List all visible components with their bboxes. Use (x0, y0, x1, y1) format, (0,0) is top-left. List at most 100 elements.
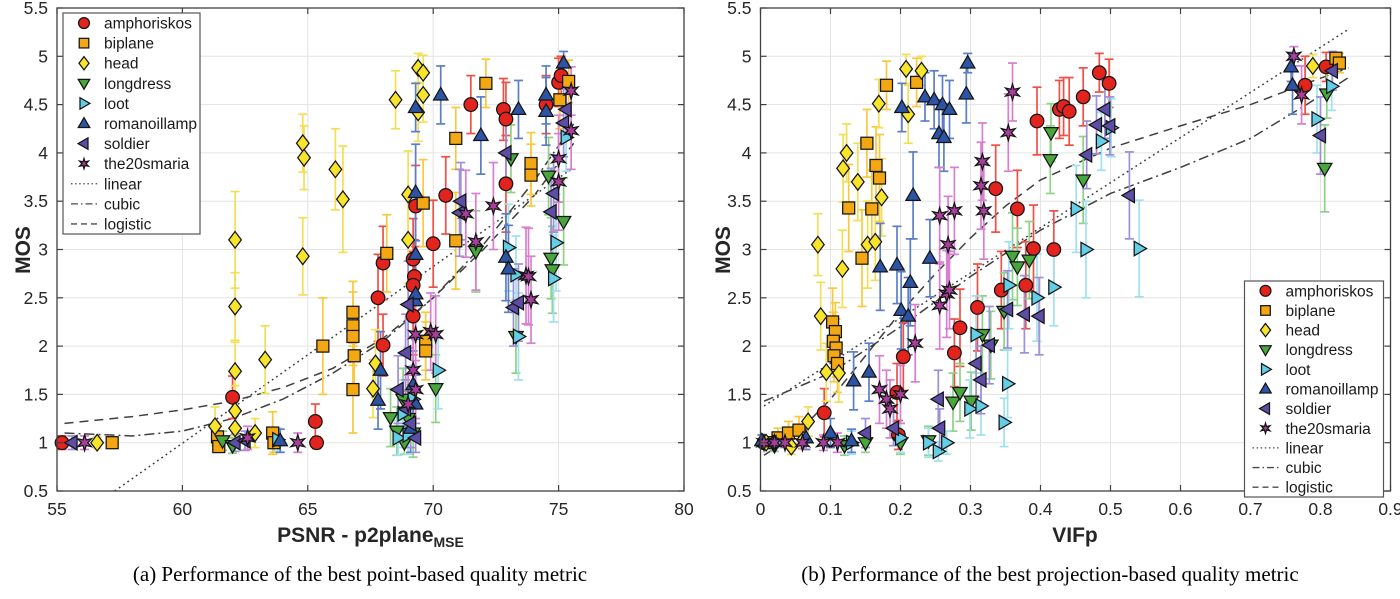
data-point-marker (884, 419, 900, 437)
axes-box (759, 7, 1392, 492)
data-point-marker (1311, 127, 1327, 144)
legend-label-amphoriskos: amphoriskos (1286, 283, 1374, 300)
data-point-marker (1120, 187, 1136, 204)
legend-label-longdress: longdress (1286, 342, 1353, 359)
legend-the20smaria-marker (77, 156, 91, 171)
data-point-marker (932, 443, 947, 460)
data-point-marker (372, 361, 389, 376)
data-point-marker (524, 156, 538, 171)
legend-amphoriskos-marker (77, 16, 91, 30)
legend-label-logistic: logistic (104, 216, 152, 233)
data-point-marker (998, 414, 1013, 431)
data-point-marker (380, 246, 394, 260)
series-romanoillamp (753, 54, 1301, 447)
data-point-marker (855, 251, 869, 265)
fit-line-linear (763, 28, 1349, 407)
data-point-marker (843, 432, 860, 447)
data-point-marker (872, 171, 887, 185)
data-point-marker (975, 397, 990, 415)
data-point-marker (1292, 84, 1311, 106)
data-point-marker (1042, 154, 1059, 169)
data-point-marker (902, 273, 919, 288)
data-point-marker (916, 88, 934, 103)
data-point-marker (776, 432, 794, 453)
data-point-marker (869, 158, 883, 173)
x-tick-label: 0.2 (888, 499, 912, 519)
legend-romanoillamp-marker (1258, 381, 1273, 394)
right-scatter-plot: 0 0.1 0.2 0.3 0.4 0.5 0.6 0.7 0.8 0.9 0.5 1 1.5 2 2.5 3… (727, 0, 1400, 519)
data-point-marker (1282, 58, 1300, 73)
tick-labels: 55 60 65 70 75 80 0.5 1 1.5 2 2.5 3 3.5 4 4.5 5 5.5 (24, 0, 694, 519)
y-tick-label: 0.5 (727, 481, 751, 501)
y-tick-label: 4 (38, 143, 48, 163)
data-point-marker (842, 201, 856, 215)
data-point-marker (967, 355, 982, 372)
data-point-marker (295, 246, 310, 266)
data-point-marker (227, 401, 243, 421)
left-scatter-plot: 55 60 65 70 75 80 0.5 1 1.5 2 2.5 3 3.5 4 4.5 5 5.5 ampho… (24, 0, 694, 519)
y-tick-label: 3 (742, 240, 752, 260)
data-point-marker (399, 393, 417, 415)
data-point-marker (365, 379, 381, 398)
data-point-marker (426, 324, 445, 345)
legend-biplane-marker (1260, 305, 1271, 316)
data-point-marker (975, 200, 993, 221)
data-point-marker (914, 61, 929, 81)
data-point-marker (537, 86, 555, 101)
data-point-marker (999, 122, 1018, 143)
y-tick-label: 5 (38, 46, 48, 66)
data-point-marker (401, 230, 416, 250)
y-tick-label: 4.5 (24, 95, 48, 115)
legend-label-linear: linear (1286, 440, 1324, 457)
legend-amphoriskos-marker (1259, 284, 1272, 297)
legend-label-soldier: soldier (104, 136, 150, 153)
x-tick-label: 0.4 (1028, 499, 1053, 519)
data-point-marker (542, 203, 557, 221)
data-point-marker (959, 54, 976, 69)
data-point-marker (406, 324, 425, 345)
data-point-marker (562, 120, 580, 141)
data-point-marker (407, 98, 424, 114)
data-point-marker (973, 151, 992, 172)
data-point-marker (801, 412, 816, 431)
data-point-marker (316, 339, 330, 353)
data-point-marker (934, 95, 951, 111)
data-point-marker (870, 379, 889, 400)
data-point-marker (1015, 305, 1031, 323)
data-point-marker (524, 168, 538, 182)
data-point-marker (1029, 113, 1045, 129)
y-tick-label: 5 (742, 46, 752, 66)
data-point-marker (1305, 56, 1320, 76)
data-point-marker (930, 205, 949, 226)
data-point-marker (562, 74, 576, 89)
data-point-marker (835, 259, 850, 279)
data-point-marker (941, 434, 956, 451)
data-point-marker (895, 349, 911, 365)
legend-longdress-marker (77, 78, 91, 91)
data-point-marker (822, 424, 839, 439)
data-point-marker (346, 305, 360, 319)
data-point-marker (509, 294, 525, 311)
data-point-marker (1075, 89, 1091, 105)
data-point-marker (347, 349, 361, 363)
legend: amphoriskos biplane head longdress loot roman… (1243, 280, 1385, 498)
data-point-marker (407, 183, 424, 199)
data-point-marker (463, 97, 479, 113)
data-point-marker (891, 384, 910, 405)
legend-biplane-marker (78, 37, 90, 49)
data-point-marker (871, 258, 889, 273)
data-point-marker (1021, 254, 1038, 269)
data-point-marker (988, 181, 1004, 197)
data-point-marker (765, 432, 784, 453)
data-point-marker (467, 231, 485, 252)
data-point-marker (369, 391, 387, 406)
series-amphoriskos (54, 68, 569, 451)
data-point-marker (549, 171, 568, 193)
data-point-marker (939, 234, 957, 255)
y-tick-label: 1.5 (24, 384, 48, 404)
data-point-marker (407, 245, 424, 260)
x-tick-label: 0.6 (1168, 499, 1192, 519)
data-point-marker (1009, 261, 1026, 276)
legend-head-marker (1259, 322, 1272, 338)
data-point-marker (328, 159, 343, 179)
